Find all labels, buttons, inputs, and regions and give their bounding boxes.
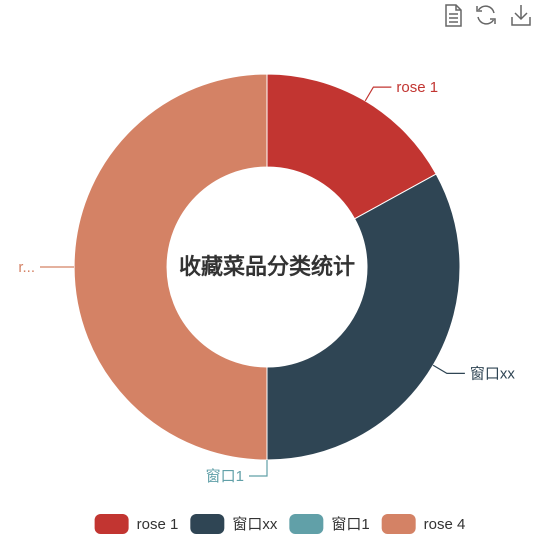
slice-label-rose-4: r... xyxy=(18,259,35,276)
donut-slices xyxy=(73,73,461,461)
legend-swatch-1 xyxy=(289,514,324,534)
slice-rose-4[interactable] xyxy=(73,73,268,461)
slice-xx[interactable] xyxy=(266,173,461,461)
leader-line-1 xyxy=(249,460,268,477)
chart-toolbox xyxy=(440,0,540,28)
slice-rose-1[interactable] xyxy=(266,73,437,220)
slice-label-1: 窗口1 xyxy=(206,467,244,485)
legend-swatch-rose-1 xyxy=(94,514,129,534)
legend-item-xx[interactable]: 窗口xx xyxy=(190,514,278,534)
legend-item-rose-4[interactable]: rose 4 xyxy=(381,514,466,534)
slice-label-xx: 窗口xx xyxy=(470,364,516,382)
data-view-button[interactable] xyxy=(440,2,466,28)
legend-swatch-rose-4 xyxy=(381,514,416,534)
legend-label-rose-4: rose 4 xyxy=(424,516,466,533)
save-image-icon xyxy=(511,5,531,26)
legend-label-xx: 窗口xx xyxy=(232,515,278,533)
chart-legend: rose 1 窗口xx 窗口1 rose 4 xyxy=(94,514,466,534)
restore-icon xyxy=(476,5,496,25)
legend-item-rose-1[interactable]: rose 1 xyxy=(94,514,179,534)
restore-button[interactable] xyxy=(473,2,499,28)
leader-line-xx xyxy=(432,364,465,374)
slice-label-rose-1: rose 1 xyxy=(396,79,438,96)
save-image-button[interactable] xyxy=(508,2,534,28)
data-view-icon xyxy=(445,4,462,27)
legend-swatch-xx xyxy=(190,514,225,534)
slice-labels: rose 1 窗口xx 窗口1 r... xyxy=(18,79,515,485)
chart-title: 收藏菜品分类统计 xyxy=(179,254,355,279)
legend-label-1: 窗口1 xyxy=(331,515,369,533)
leader-line-rose-1 xyxy=(364,86,392,102)
legend-label-rose-1: rose 1 xyxy=(137,516,179,533)
legend-item-1[interactable]: 窗口1 xyxy=(289,514,370,534)
